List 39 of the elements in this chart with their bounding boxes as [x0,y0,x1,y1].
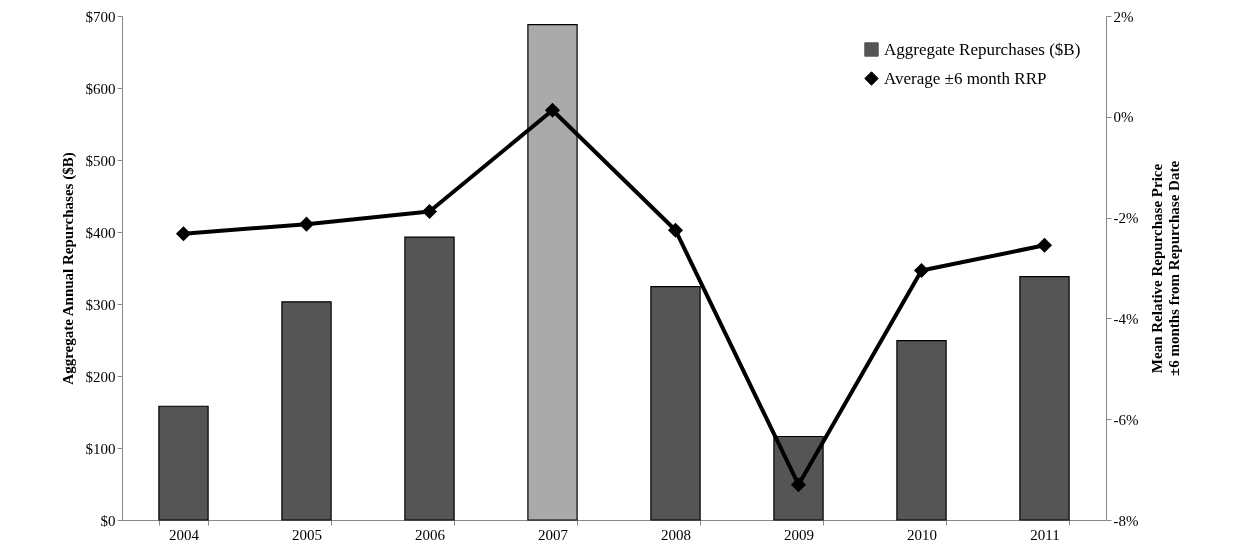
y2-tick-label: -8% [1113,512,1139,529]
y-tick-label: $600 [85,80,116,97]
point [1037,238,1052,253]
legend-label: Average ±6 month RRP [884,68,1047,88]
y-tick-label: $100 [85,440,116,457]
y2-tick-label: 0% [1113,109,1134,126]
y-tick-label: $0 [100,512,116,529]
y-tick-label: $200 [85,368,116,385]
point [668,223,683,238]
point [422,204,437,219]
bar [158,405,209,521]
bar [404,236,455,521]
x-tick-label: 2009 [784,526,814,543]
y2-tick-label: -6% [1113,411,1139,428]
x-tick-label: 2010 [907,526,937,543]
y2-axis-title: Mean Relative Repurchase Price ±6 months from Repurchase Date [1149,160,1183,377]
point [545,103,560,118]
y2-tick-label: 2% [1113,8,1134,25]
x-tick-label: 2007 [538,526,569,543]
x-tick-label: 2006 [415,526,446,543]
y-tick-label: $500 [85,152,116,169]
x-tick-label: 2004 [169,526,200,543]
bar [896,340,947,521]
y-tick-label: $700 [85,8,116,25]
x-tick-label: 2005 [292,526,322,543]
x-tick-label: 2011 [1030,526,1060,543]
legend-label: Aggregate Repurchases ($B) [884,39,1081,59]
point [791,477,806,492]
y2-tick-label: -2% [1113,210,1139,227]
y-axis-title: Aggregate Annual Repurchases ($B) [59,152,77,385]
bar [1019,276,1070,521]
point [299,217,314,232]
point [176,226,191,241]
bar [281,301,332,521]
y-tick-label: $300 [85,296,116,313]
y-tick-label: $400 [85,224,116,241]
y2-tick-label: -4% [1113,310,1139,327]
x-tick-label: 2008 [661,526,691,543]
point [914,263,929,278]
